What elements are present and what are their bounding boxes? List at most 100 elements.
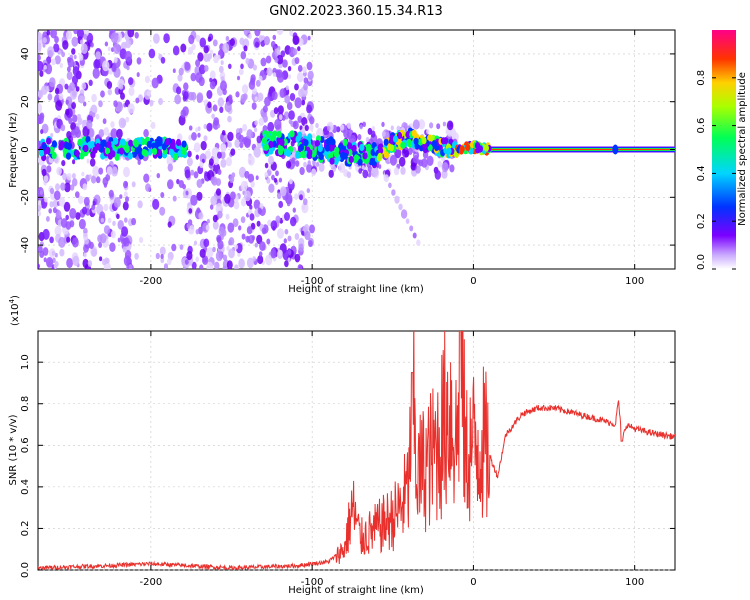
scatter-point — [254, 127, 258, 133]
scatter-point — [206, 247, 214, 258]
scatter-point — [211, 113, 215, 119]
scatter-point — [102, 258, 107, 266]
scatter-point — [228, 239, 233, 246]
scatter-point — [273, 177, 278, 183]
scatter-point — [163, 33, 170, 44]
scatter-point — [222, 254, 228, 261]
scatter-point — [237, 252, 241, 257]
scatter-point — [65, 30, 73, 40]
scatter-point — [409, 225, 414, 232]
scatter-point — [381, 130, 386, 137]
scatter-point — [256, 234, 263, 245]
scatter-point — [83, 252, 87, 258]
scatter-point — [65, 108, 70, 116]
scatter-point — [65, 214, 69, 221]
scatter-point — [153, 33, 160, 44]
scatter-point — [92, 67, 100, 79]
scatter-point — [128, 77, 134, 86]
scatter-point — [156, 173, 161, 179]
x-tick-label: -100 — [301, 577, 324, 588]
scatter-point — [122, 201, 129, 211]
scatter-point — [82, 126, 90, 137]
ridge-point — [161, 143, 167, 151]
svg-text:(x104): (x104) — [8, 295, 21, 326]
scatter-point — [240, 180, 248, 192]
x-tick-label: 0 — [470, 276, 476, 287]
scatter-point — [143, 129, 149, 138]
scatter-point — [442, 121, 446, 127]
scatter-point — [263, 36, 270, 46]
ridge-point — [465, 143, 471, 151]
scatter-point — [196, 207, 201, 214]
scatter-point — [301, 128, 305, 135]
scatter-point — [40, 129, 44, 135]
scatter-point — [134, 32, 139, 39]
y-tick-label: 40 — [20, 48, 31, 61]
scatter-point — [59, 62, 63, 69]
scatter-point — [225, 157, 232, 167]
ridge-point — [268, 147, 274, 155]
scatter-point — [198, 212, 204, 220]
scatter-point — [98, 167, 104, 175]
scatter-point — [196, 179, 203, 188]
x-tick-label: -200 — [140, 577, 163, 588]
ridge-point — [264, 130, 271, 139]
scatter-point — [270, 249, 277, 259]
scatter-point — [297, 65, 303, 72]
y-tick-label: 0.0 — [20, 562, 31, 578]
scatter-point — [66, 173, 72, 181]
scatter-point — [220, 76, 225, 82]
ridge-point — [301, 151, 307, 159]
ridge-point — [114, 153, 120, 161]
scatter-point — [136, 57, 142, 65]
scatter-point — [214, 261, 220, 269]
scatter-point — [258, 75, 263, 82]
scatter-point — [252, 64, 257, 71]
scatter-point — [224, 193, 231, 204]
scatter-point — [206, 218, 210, 224]
ridge-point — [324, 144, 331, 152]
scatter-point — [207, 53, 213, 60]
ridge-point — [431, 140, 437, 148]
scatter-point — [238, 258, 245, 269]
ridge-point — [400, 141, 406, 149]
scatter-point — [390, 125, 394, 131]
scatter-point — [245, 235, 250, 243]
ridge-point — [427, 144, 433, 152]
scatter-point — [123, 166, 130, 178]
scatter-point — [274, 118, 282, 130]
scatter-point — [81, 171, 85, 177]
scatter-point — [100, 90, 105, 98]
snr-x-axis-label: Height of straight line (km) — [288, 585, 424, 596]
ridge-point — [64, 142, 70, 150]
scatter-point — [346, 171, 352, 179]
scatter-point — [51, 58, 56, 66]
scatter-point — [222, 137, 227, 144]
scatter-point — [225, 213, 230, 220]
colorbar-tick-label: 0.6 — [696, 118, 707, 134]
scatter-point — [56, 166, 62, 176]
x-tick-label: 100 — [625, 276, 644, 287]
colorbar-label: Normalized spectral amplitude — [737, 72, 748, 226]
scatter-point — [78, 218, 86, 230]
scatter-point — [301, 99, 306, 106]
scatter-point — [131, 217, 137, 226]
scatter-point — [229, 175, 235, 184]
scatter-point — [213, 117, 220, 126]
scatter-point — [280, 186, 287, 197]
scatter-point — [204, 150, 211, 159]
ridge-point — [45, 146, 51, 154]
scatter-point — [202, 256, 207, 263]
scatter-point — [331, 165, 337, 172]
scatter-point — [265, 55, 272, 64]
scatter-point — [304, 230, 311, 241]
scatter-point — [83, 196, 90, 206]
ridge-point — [276, 130, 282, 138]
scatter-point — [58, 50, 62, 55]
scatter-point — [134, 252, 139, 260]
ridge-point — [261, 137, 267, 145]
scatter-point — [111, 64, 117, 73]
scatter-point — [92, 165, 100, 177]
scatter-point — [271, 91, 278, 101]
scatter-point — [426, 129, 430, 135]
